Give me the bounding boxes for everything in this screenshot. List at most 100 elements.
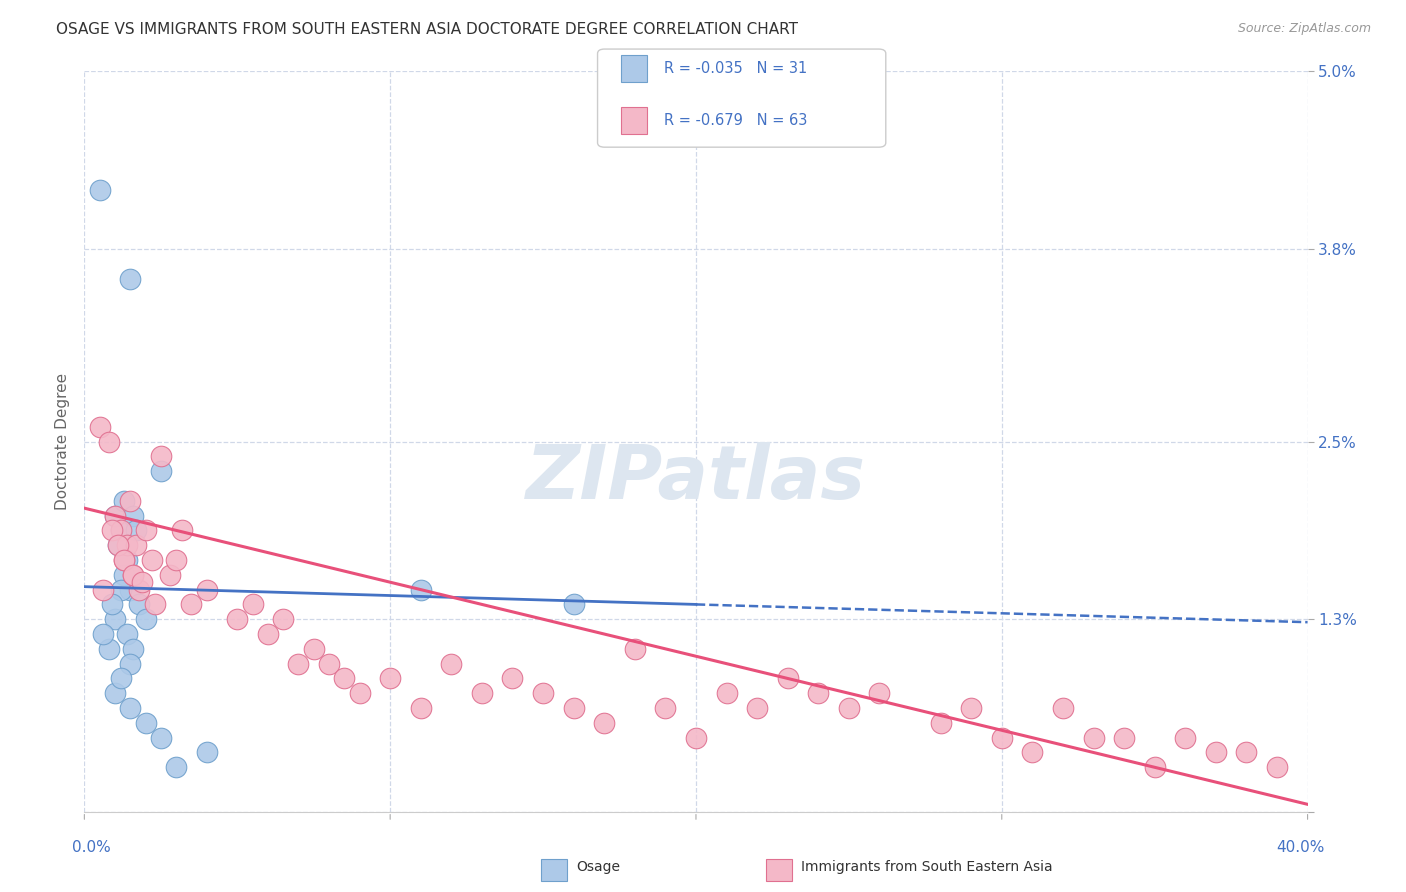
Text: R = -0.035   N = 31: R = -0.035 N = 31 [664, 62, 807, 76]
Text: R = -0.679   N = 63: R = -0.679 N = 63 [664, 113, 807, 128]
Point [143, 598, 166, 612]
Point [135, 524, 157, 538]
Point [112, 567, 135, 582]
Point [165, 760, 187, 774]
Point [1174, 731, 1197, 745]
Text: 0.0%: 0.0% [72, 840, 111, 855]
Point [141, 553, 163, 567]
Point [562, 598, 585, 612]
Point [195, 746, 218, 760]
Point [97, 641, 120, 656]
Point [929, 715, 952, 730]
Point [97, 434, 120, 449]
Point [685, 731, 707, 745]
Point [91, 627, 114, 641]
Point [149, 450, 172, 464]
Point [131, 575, 153, 590]
Point [115, 553, 138, 567]
Point [869, 686, 891, 700]
Point [776, 672, 799, 686]
Point [1205, 746, 1227, 760]
Point [120, 701, 142, 715]
Point [135, 715, 157, 730]
Point [180, 598, 202, 612]
Text: 40.0%: 40.0% [1277, 840, 1324, 855]
Point [1143, 760, 1166, 774]
Point [101, 524, 124, 538]
Point [159, 567, 181, 582]
Point [110, 524, 132, 538]
Point [195, 582, 218, 597]
Point [149, 731, 172, 745]
Text: Osage: Osage [576, 860, 620, 874]
Point [409, 582, 432, 597]
Point [112, 553, 135, 567]
Point [1052, 701, 1074, 715]
Point [91, 582, 114, 597]
Point [502, 672, 524, 686]
Point [128, 598, 150, 612]
Point [960, 701, 983, 715]
Point [112, 493, 135, 508]
Point [110, 524, 132, 538]
Point [110, 582, 132, 597]
Point [104, 508, 127, 523]
Point [165, 553, 187, 567]
Point [104, 686, 127, 700]
Point [89, 419, 111, 434]
Point [716, 686, 738, 700]
Point [120, 493, 142, 508]
Point [125, 524, 148, 538]
Point [89, 183, 111, 197]
Point [125, 538, 148, 552]
Point [104, 612, 127, 626]
Point [1083, 731, 1105, 745]
Point [135, 612, 157, 626]
Point [409, 701, 432, 715]
Point [318, 657, 340, 671]
Point [333, 672, 356, 686]
Point [120, 271, 142, 285]
Point [1021, 746, 1043, 760]
Point [242, 598, 264, 612]
Point [104, 508, 127, 523]
Point [120, 657, 142, 671]
Point [593, 715, 616, 730]
Point [101, 598, 124, 612]
Point [624, 641, 647, 656]
Point [271, 612, 294, 626]
Point [440, 657, 463, 671]
Point [149, 464, 172, 478]
Text: Source: ZipAtlas.com: Source: ZipAtlas.com [1237, 22, 1371, 36]
Point [115, 627, 138, 641]
Point [380, 672, 402, 686]
Point [107, 538, 129, 552]
Point [107, 538, 129, 552]
Point [838, 701, 860, 715]
Point [1236, 746, 1258, 760]
Point [654, 701, 676, 715]
Point [257, 627, 280, 641]
Point [1114, 731, 1136, 745]
Point [1265, 760, 1288, 774]
Point [302, 641, 325, 656]
Point [349, 686, 371, 700]
Point [991, 731, 1014, 745]
Point [226, 612, 249, 626]
Text: Immigrants from South Eastern Asia: Immigrants from South Eastern Asia [801, 860, 1053, 874]
Point [120, 582, 142, 597]
Point [531, 686, 554, 700]
Point [122, 567, 145, 582]
Point [471, 686, 494, 700]
Point [287, 657, 309, 671]
Point [562, 701, 585, 715]
Point [172, 524, 194, 538]
Point [807, 686, 830, 700]
Point [122, 567, 145, 582]
Point [128, 582, 150, 597]
Text: ZIPatlas: ZIPatlas [526, 442, 866, 515]
Point [747, 701, 769, 715]
Y-axis label: Doctorate Degree: Doctorate Degree [55, 373, 70, 510]
Point [112, 553, 135, 567]
Point [122, 641, 145, 656]
